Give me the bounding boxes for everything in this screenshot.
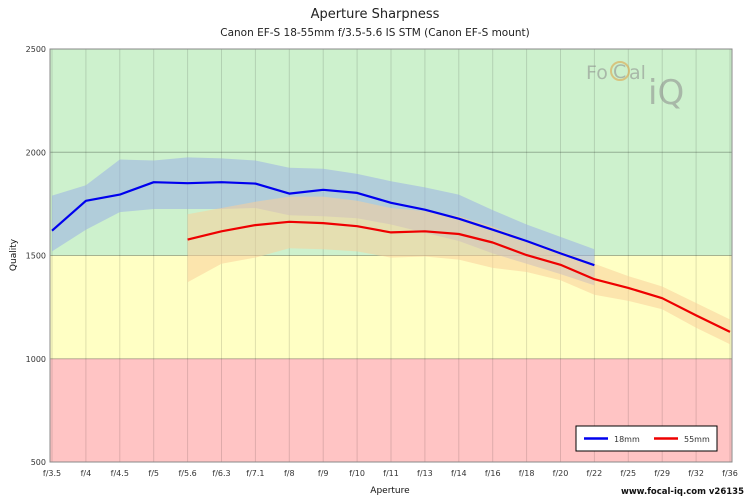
y-axis-label: Quality: [9, 238, 19, 271]
x-tick-label: f/16: [485, 469, 501, 478]
x-tick-label: f/5: [148, 469, 159, 478]
x-tick-label: f/10: [349, 469, 365, 478]
x-tick-label: f/9: [318, 469, 329, 478]
chart-subtitle: Canon EF-S 18-55mm f/3.5-5.6 IS STM (Can…: [220, 27, 530, 39]
band-55mm: [187, 196, 731, 345]
y-tick-labels: 500 1000 1500 2000 2500: [26, 45, 46, 467]
x-tick-label: f/32: [688, 469, 704, 478]
error-bands: [52, 157, 731, 345]
x-tick-label: f/14: [451, 469, 467, 478]
plot-border: [49, 48, 733, 463]
x-tick-label: f/3.5: [43, 469, 61, 478]
x-tick-label: f/8: [284, 469, 295, 478]
watermark-text-iq: iQ: [648, 73, 684, 113]
x-tick-label: f/36: [722, 469, 738, 478]
x-tick-label: f/6.3: [212, 469, 230, 478]
watermark-text-al: al: [629, 62, 646, 84]
x-tick-label: f/4: [81, 469, 92, 478]
y-tick-label: 1000: [26, 355, 46, 364]
chart-title: Aperture Sharpness: [310, 7, 440, 22]
x-tick-label: f/5.6: [178, 469, 196, 478]
x-tick-label: f/13: [417, 469, 433, 478]
x-tick-label: f/7.1: [246, 469, 264, 478]
legend-label-55mm: 55mm: [684, 435, 710, 444]
y-tick-label: 1500: [26, 252, 46, 261]
x-tick-label: f/20: [553, 469, 569, 478]
x-tick-label: f/4.5: [111, 469, 129, 478]
watermark-text-fo: Fo: [586, 62, 608, 84]
y-tick-label: 2500: [26, 45, 46, 54]
watermark-text-c: C: [613, 61, 626, 83]
line-18mm: [51, 181, 595, 267]
x-tick-labels: f/3.5 f/4 f/4.5 f/5 f/5.6 f/6.3 f/7.1 f/8 f/9 f/1…: [43, 469, 738, 478]
x-axis-label: Aperture: [370, 486, 410, 496]
focal-iq-watermark: Fo C al iQ: [586, 61, 684, 113]
footer-credit: www.focal-iq.com v26135: [620, 487, 744, 497]
y-tick-label: 2000: [26, 148, 46, 157]
x-tick-label: f/11: [383, 469, 399, 478]
x-tick-label: f/25: [620, 469, 636, 478]
y-tick-label: 500: [31, 458, 46, 467]
band-18mm: [52, 157, 595, 286]
legend: 18mm 55mm: [575, 425, 718, 452]
x-tick-label: f/18: [519, 469, 535, 478]
watermark-ring: [610, 61, 630, 81]
x-tick-label: f/29: [654, 469, 670, 478]
x-tick-label: f/22: [587, 469, 603, 478]
line-55mm: [187, 220, 731, 333]
legend-label-18mm: 18mm: [614, 435, 640, 444]
series-lines: [51, 181, 731, 333]
